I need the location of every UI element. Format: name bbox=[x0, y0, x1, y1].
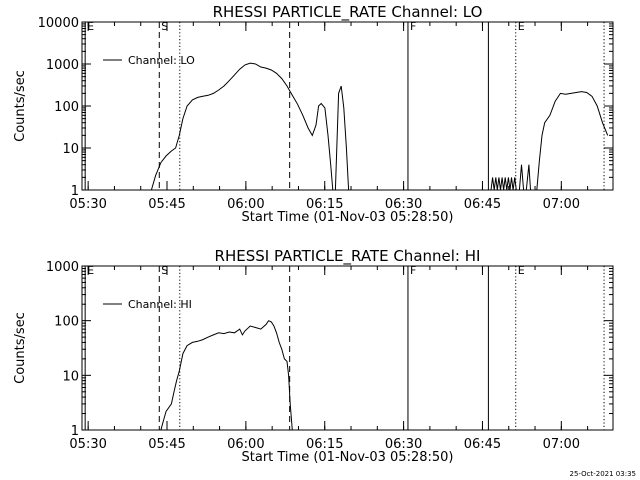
x-tick-label: 05:30 bbox=[69, 437, 106, 452]
chart-panel-1: RHESSI PARTICLE_RATE Channel: HI Counts/s… bbox=[13, 247, 614, 465]
x-tick-label: 06:00 bbox=[227, 197, 264, 212]
y-tick-label: 10 bbox=[62, 142, 79, 157]
chart-title: RHESSI PARTICLE_RATE Channel: HI bbox=[215, 247, 481, 266]
x-tick-label: 07:00 bbox=[543, 197, 580, 212]
x-tick-label: 06:30 bbox=[385, 197, 422, 212]
plot-timestamp: 25-Oct-2021 03:35 bbox=[569, 470, 636, 478]
event-marker-label: E bbox=[518, 264, 525, 277]
x-axis-label: Start Time (01-Nov-03 05:28:50) bbox=[242, 210, 454, 225]
data-series-line bbox=[490, 91, 609, 191]
x-tick-label: 06:45 bbox=[464, 437, 501, 452]
x-tick-label: 06:45 bbox=[464, 197, 501, 212]
x-tick-label: 05:45 bbox=[148, 197, 185, 212]
x-tick-label: 05:45 bbox=[148, 437, 185, 452]
chart-title: RHESSI PARTICLE_RATE Channel: LO bbox=[213, 3, 483, 22]
x-tick-label: 06:30 bbox=[385, 437, 422, 452]
data-series-line bbox=[160, 320, 293, 431]
plot-frame bbox=[81, 265, 614, 431]
y-axis-label: Counts/sec bbox=[13, 70, 28, 142]
legend-entry: Channel: HI bbox=[128, 298, 192, 311]
x-axis-label: Start Time (01-Nov-03 05:28:50) bbox=[242, 450, 454, 465]
data-series-line bbox=[150, 62, 350, 191]
legend-entry: Channel: LO bbox=[128, 54, 195, 67]
event-marker-label: E bbox=[87, 264, 94, 277]
x-tick-label: 06:15 bbox=[306, 197, 343, 212]
x-tick-label: 07:00 bbox=[543, 437, 580, 452]
y-tick-label: 1 bbox=[71, 184, 79, 199]
x-tick-label: 06:15 bbox=[306, 437, 343, 452]
event-marker-label: F bbox=[410, 264, 416, 277]
event-marker-label: F bbox=[410, 20, 416, 33]
y-tick-label: 10 bbox=[62, 369, 79, 384]
event-marker-label: S bbox=[161, 264, 168, 277]
event-marker-label: E bbox=[518, 20, 525, 33]
y-tick-label: 1000 bbox=[46, 58, 79, 73]
y-axis-label: Counts/sec bbox=[13, 312, 28, 384]
event-marker-label: E bbox=[87, 20, 94, 33]
event-marker-label: S bbox=[161, 20, 168, 33]
chart-panel-0: RHESSI PARTICLE_RATE Channel: LO Counts/s… bbox=[13, 3, 614, 225]
y-tick-label: 1000 bbox=[46, 260, 79, 275]
x-tick-label: 06:00 bbox=[227, 437, 264, 452]
y-tick-label: 10000 bbox=[38, 16, 79, 31]
y-tick-label: 1 bbox=[71, 424, 79, 439]
y-tick-label: 100 bbox=[54, 100, 79, 115]
x-tick-label: 05:30 bbox=[69, 197, 106, 212]
y-tick-label: 100 bbox=[54, 315, 79, 330]
